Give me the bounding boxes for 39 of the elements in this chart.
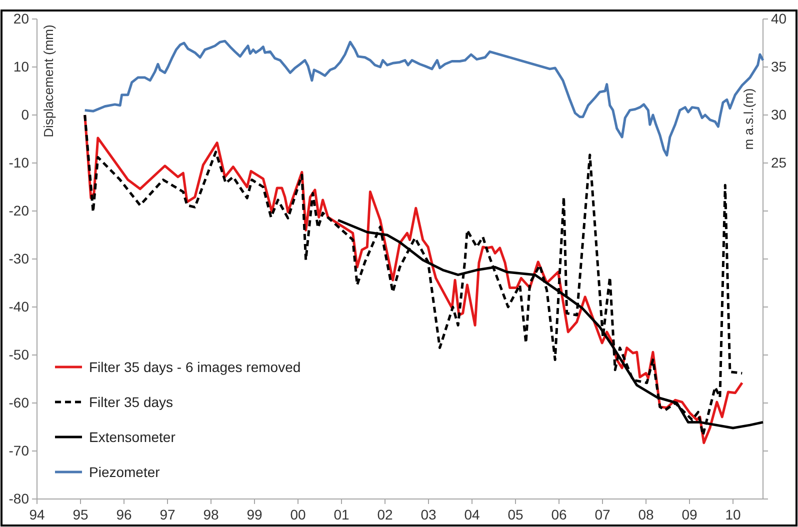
line-series	[84, 40, 764, 157]
y-tick-label: -70	[8, 442, 30, 458]
x-tick-label: 01	[334, 506, 350, 523]
x-tick-label: 10	[725, 506, 741, 523]
x-tick-label: 06	[551, 506, 567, 523]
x-tick-label: 97	[160, 506, 176, 523]
y-axis-title: Displacement (mm)	[41, 24, 56, 138]
y2-tick-label: 30	[771, 106, 787, 122]
x-tick-label: 98	[203, 506, 219, 523]
y-tick-label: 0	[21, 106, 30, 122]
y2-tick-label: 35	[771, 58, 787, 74]
legend-label: Piezometer	[89, 464, 160, 480]
x-tick-label: 94	[29, 506, 45, 523]
x-tick-label: 04	[464, 506, 480, 523]
y-tick-label: -30	[8, 250, 30, 266]
y2-tick-label: 25	[771, 154, 787, 170]
x-tick-label: 99	[246, 506, 262, 523]
x-tick-label: 03	[420, 506, 436, 523]
x-tick-label: 08	[638, 506, 654, 523]
y2-tick-label: 40	[771, 10, 787, 26]
x-tick-label: 96	[116, 506, 132, 523]
legend-label: Filter 35 days	[89, 394, 174, 410]
y-tick-label: -10	[8, 154, 30, 170]
y-tick-label: 20	[13, 10, 30, 26]
x-tick-label: 05	[508, 506, 524, 523]
x-tick-label: 00	[290, 506, 306, 523]
x-tick-label: 09	[682, 506, 698, 523]
legend-label: Filter 35 days - 6 images removed	[89, 359, 301, 375]
y-tick-label: -40	[8, 298, 30, 314]
x-tick-label: 02	[377, 506, 393, 523]
x-tick-label: 95	[72, 506, 88, 523]
y-tick-label: 10	[13, 58, 30, 74]
y-tick-label: -80	[8, 490, 30, 506]
legend-label: Extensometer	[89, 429, 176, 445]
y-tick-label: -20	[8, 202, 30, 218]
y-tick-label: -50	[8, 346, 30, 362]
x-tick-label: 07	[594, 506, 610, 523]
y2-axis-title: m a.s.l.(m)	[741, 88, 756, 150]
y-tick-label: -60	[8, 394, 30, 410]
